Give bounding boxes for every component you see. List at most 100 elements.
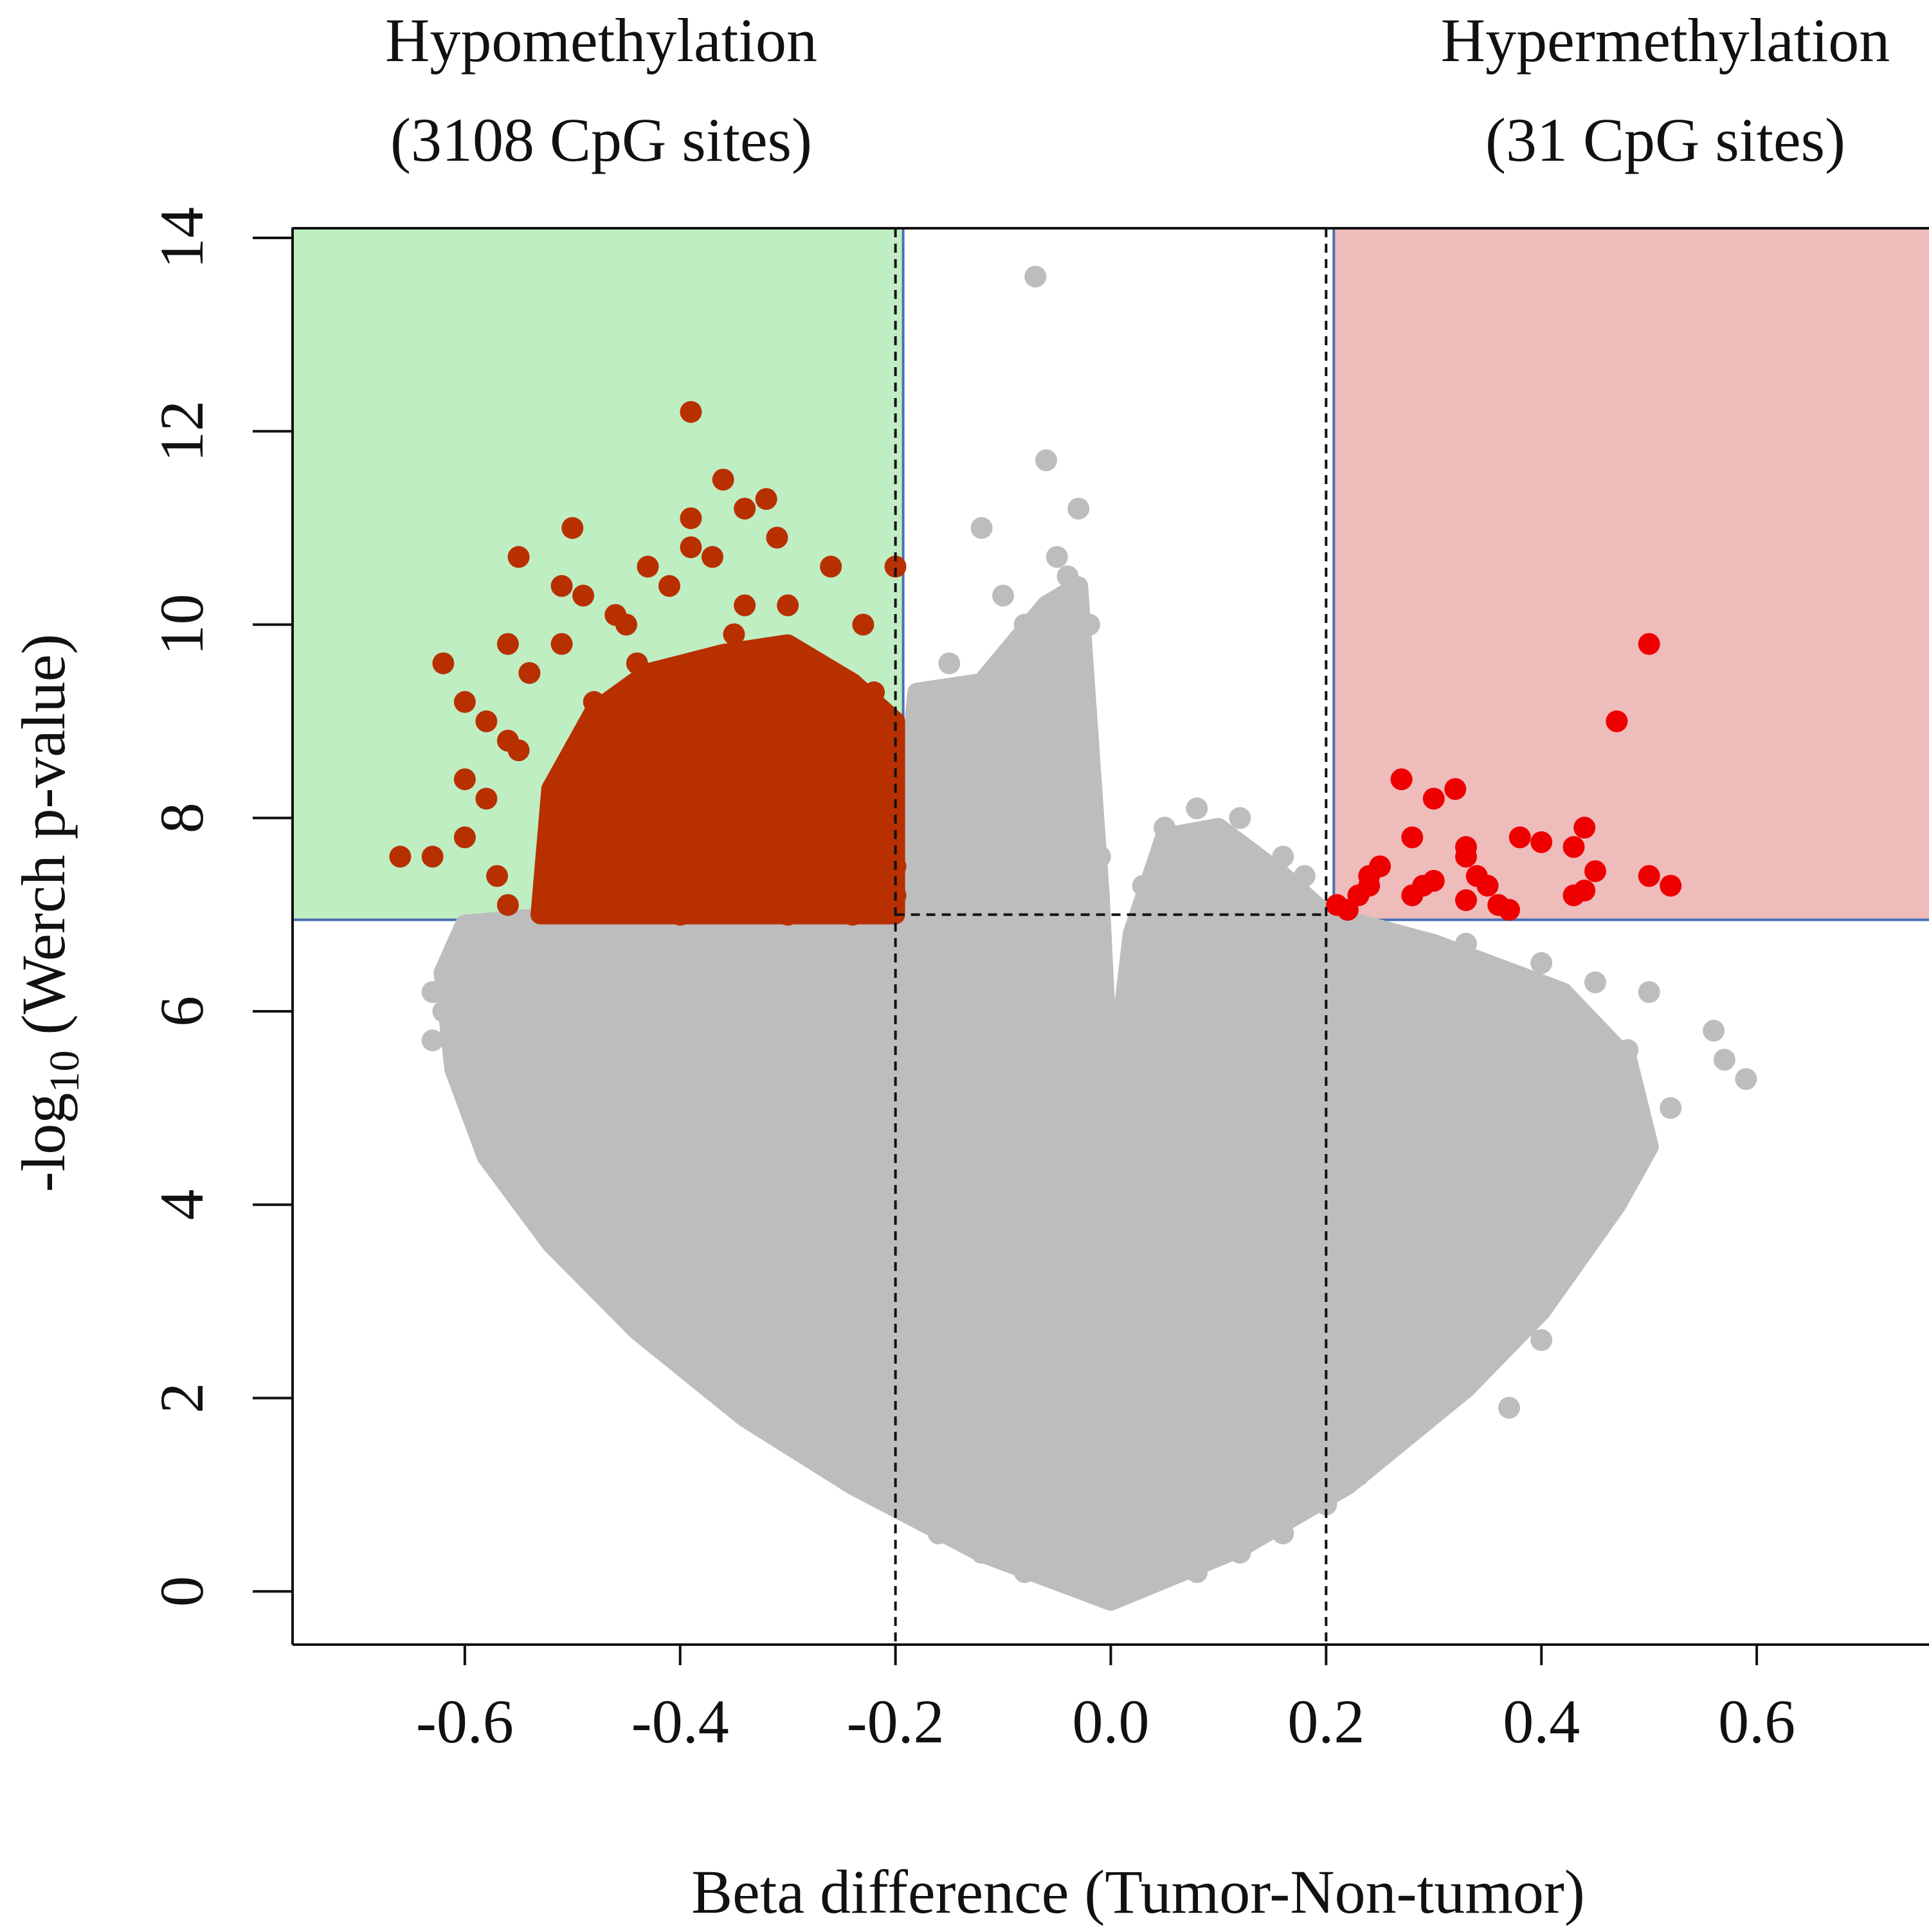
data-point	[1455, 836, 1477, 858]
data-point	[1444, 778, 1467, 800]
data-point	[723, 1000, 745, 1022]
data-point	[1207, 1339, 1229, 1361]
data-point	[992, 788, 1015, 810]
data-point	[669, 1097, 691, 1119]
data-point	[453, 826, 476, 849]
data-point	[755, 1406, 777, 1429]
data-point	[1703, 1020, 1725, 1042]
data-point	[1154, 952, 1176, 974]
x-tick-label: -0.4	[631, 1687, 729, 1756]
x-tick-label: 0.4	[1503, 1687, 1580, 1756]
data-point	[518, 662, 541, 684]
data-point	[421, 1029, 444, 1052]
data-point	[615, 1145, 637, 1168]
series-1	[389, 401, 907, 926]
data-point	[1186, 797, 1208, 820]
data-point	[583, 691, 605, 713]
data-point	[734, 498, 756, 520]
data-point	[777, 1193, 799, 1216]
data-point	[1606, 710, 1628, 732]
data-point	[604, 759, 627, 781]
y-tick-label: 6	[147, 996, 216, 1027]
x-tick-label: -0.6	[416, 1687, 514, 1756]
data-point	[572, 874, 595, 897]
data-point	[1035, 449, 1057, 471]
data-point	[884, 1049, 907, 1071]
data-point	[841, 1464, 864, 1486]
data-point	[1562, 884, 1585, 907]
data-point	[734, 836, 756, 858]
data-point	[453, 1078, 476, 1100]
data-point	[561, 807, 584, 829]
data-point	[981, 730, 1004, 752]
data-point	[884, 555, 907, 578]
data-point	[561, 517, 584, 539]
data-point	[1013, 613, 1036, 636]
y-axis-ticks: 0 2 4 6 8 10 12 14	[147, 207, 293, 1607]
data-point	[938, 652, 961, 674]
data-point	[777, 691, 799, 713]
data-point	[809, 662, 831, 684]
data-point	[507, 1155, 530, 1177]
data-point	[680, 401, 702, 423]
y-tick-label: 2	[147, 1383, 216, 1414]
data-point	[1293, 865, 1316, 887]
x-axis-ticks: -0.6 -0.4 -0.2 0.0 0.2 0.4 0.6	[416, 1645, 1795, 1756]
data-point	[1498, 1396, 1520, 1419]
data-point	[1660, 874, 1682, 897]
data-point	[1508, 826, 1531, 849]
data-point	[1584, 860, 1606, 882]
data-point	[432, 1000, 455, 1022]
data-point	[970, 517, 993, 539]
data-point	[539, 1193, 562, 1216]
non-significant-density	[433, 576, 1659, 1611]
y-axis-title-subscript: 10	[41, 1051, 88, 1093]
data-point	[453, 768, 476, 791]
data-point	[1154, 817, 1176, 839]
data-point	[1218, 826, 1240, 849]
data-point	[626, 899, 648, 921]
data-point	[1476, 874, 1499, 897]
data-point	[1735, 1068, 1757, 1090]
data-point	[734, 594, 756, 617]
data-point	[507, 546, 530, 568]
data-point	[702, 546, 723, 568]
data-point	[1046, 1000, 1068, 1022]
data-point	[669, 903, 691, 926]
data-point	[830, 874, 853, 897]
data-point	[1584, 971, 1606, 993]
y-tick-label: 0	[147, 1576, 216, 1607]
data-point	[1024, 266, 1047, 288]
data-point	[1078, 759, 1100, 781]
series-0	[421, 266, 1757, 1603]
data-point	[755, 642, 777, 665]
data-point	[1455, 889, 1477, 912]
data-point	[702, 874, 723, 897]
data-point	[1250, 855, 1272, 878]
data-point	[863, 681, 885, 703]
data-point	[723, 623, 745, 646]
data-point	[626, 652, 648, 674]
data-point	[691, 826, 713, 849]
hypo-annotation-line1: Hypomethylation	[385, 6, 817, 75]
data-point	[809, 817, 831, 839]
data-point	[1240, 894, 1262, 916]
data-point	[755, 488, 777, 510]
data-point	[873, 768, 896, 791]
y-tick-label: 4	[147, 1189, 216, 1220]
hypermethylation-region	[1332, 227, 1929, 921]
data-point	[669, 1339, 691, 1361]
data-point	[658, 575, 680, 597]
data-point	[938, 1242, 961, 1264]
data-point	[1562, 836, 1585, 858]
data-point	[1660, 1097, 1682, 1119]
data-point	[712, 730, 734, 752]
hypo-annotation-line2: (3108 CpG sites)	[390, 105, 812, 174]
data-point	[1412, 1396, 1435, 1419]
data-point	[507, 739, 530, 761]
data-point	[1261, 1193, 1283, 1216]
data-point	[658, 845, 680, 868]
data-point	[1100, 1580, 1122, 1603]
data-point	[745, 759, 766, 781]
